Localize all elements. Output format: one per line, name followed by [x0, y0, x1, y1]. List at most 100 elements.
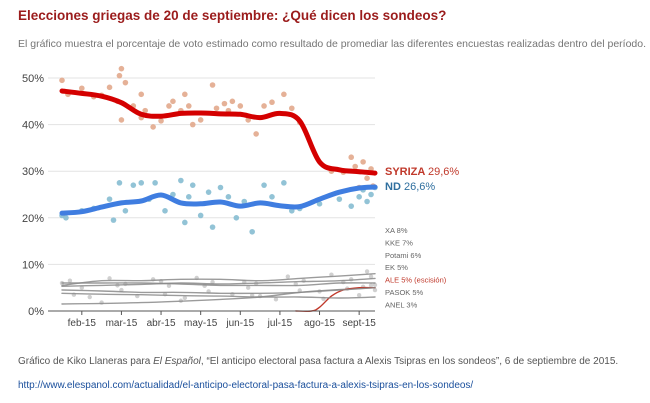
trend-line-pasok — [61, 287, 376, 295]
y-tick-label: 30% — [22, 166, 44, 178]
poll-point-syriza — [150, 124, 156, 130]
poll-point-syriza — [79, 85, 85, 92]
y-tick-label: 40% — [22, 120, 44, 132]
poll-point-syriza — [170, 98, 176, 105]
poll-point-syriza — [182, 91, 188, 98]
y-tick-label: 50% — [22, 73, 44, 85]
poll-point-nd — [336, 196, 343, 202]
poll-point-syriza — [138, 91, 145, 98]
poll-point-nd — [209, 224, 216, 230]
poll-point-nd — [110, 217, 117, 223]
poll-point-nd — [63, 215, 69, 221]
poll-point-nd — [189, 182, 196, 188]
series-label-pasok: PASOK 5% — [385, 288, 424, 297]
poll-point-nd — [249, 228, 255, 235]
trend-line-nd — [59, 184, 378, 216]
poll-point-potami — [246, 285, 251, 290]
poll-point-syriza — [281, 91, 287, 98]
poll-point-nd — [269, 194, 275, 200]
poll-point-nd — [205, 189, 212, 195]
axes: 0% 10% 20% 30% 40% 50% feb-15 mar-15 abr-15 may-1… — [22, 73, 376, 329]
poll-point-potami — [372, 282, 378, 288]
series-labels: SYRIZA 29,6% ND 26,6% XA 8% KKE 7% Potami 6%… — [385, 166, 459, 309]
poll-point-anel — [87, 294, 92, 300]
poll-point-pasok — [368, 283, 374, 288]
poll-points — [59, 65, 378, 305]
source-link[interactable]: http://www.elespanol.com/actualidad/el-a… — [18, 380, 474, 391]
poll-point-syriza — [158, 118, 164, 124]
poll-point-syriza — [106, 84, 113, 91]
poll-point-ek — [372, 287, 378, 293]
poll-point-nd — [261, 182, 267, 188]
poll-point-nd — [197, 212, 204, 219]
poll-point-nd — [356, 194, 362, 200]
x-tick-label: feb-15 — [68, 318, 97, 329]
poll-point-kke — [301, 278, 306, 283]
poll-point-syriza — [352, 163, 358, 170]
poll-point-syriza — [209, 82, 216, 88]
poll-point-syriza — [229, 98, 236, 105]
y-tick-label: 10% — [22, 259, 44, 271]
series-label-ek: EK 5% — [385, 263, 408, 272]
x-tick-label: may-15 — [184, 318, 218, 329]
poll-point-syriza — [116, 72, 123, 79]
poll-point-kke — [368, 274, 374, 279]
x-tick-label: mar-15 — [106, 318, 138, 329]
series-label-ale: ALE 5% (escisión) — [385, 276, 447, 285]
poll-point-nd — [185, 194, 192, 200]
poll-point-kke — [79, 285, 85, 290]
series-label-name: SYRIZA — [385, 166, 428, 178]
series-label-xa: XA 8% — [385, 226, 408, 235]
x-tick-label: sept-15 — [342, 318, 376, 329]
poll-point-syriza — [360, 159, 366, 165]
series-label-value: 29,6% — [428, 166, 459, 178]
poll-point-potami — [67, 278, 73, 283]
poll-point-nd — [281, 180, 287, 186]
poll-point-syriza — [261, 103, 267, 109]
poll-point-nd — [130, 182, 137, 188]
poll-point-nd — [138, 180, 145, 186]
poll-point-syriza — [253, 131, 259, 137]
trend-lines — [59, 88, 378, 312]
series-label-anel: ANEL 3% — [385, 300, 418, 309]
poll-point-syriza — [118, 117, 125, 123]
series-label-name: ND — [385, 181, 404, 193]
poll-point-syriza — [237, 103, 244, 109]
series-label-nd: ND 26,6% — [385, 181, 435, 193]
poll-point-syriza — [185, 103, 192, 109]
poll-point-xa — [364, 269, 370, 274]
poll-point-anel — [273, 297, 279, 302]
poll-point-nd — [241, 198, 248, 205]
poll-point-nd — [182, 219, 188, 226]
trend-line-kke — [61, 277, 376, 287]
poll-point-syriza — [189, 121, 196, 128]
poll-point-nd — [116, 180, 123, 186]
poll-point-nd — [368, 191, 374, 198]
trend-line-potami — [61, 282, 376, 287]
trend-line-syriza — [59, 88, 378, 176]
trend-line-anel — [61, 292, 376, 299]
series-label-potami: Potami 6% — [385, 251, 422, 260]
poll-point-syriza — [122, 79, 129, 86]
y-tick-label: 0% — [28, 306, 44, 318]
trend-line-xa — [61, 273, 376, 287]
series-label-syriza: SYRIZA 29,6% — [385, 166, 459, 178]
poll-point-nd — [122, 208, 129, 214]
caption-suffix: , “El anticipo electoral pasa factura a … — [200, 356, 619, 367]
poll-point-nd — [162, 208, 168, 214]
y-tick-label: 20% — [22, 213, 44, 225]
poll-point-xa — [329, 272, 334, 277]
poll-point-nd — [364, 198, 370, 205]
poll-point-nd — [170, 191, 176, 198]
grid-lines — [48, 77, 375, 265]
series-label-kke: KKE 7% — [385, 238, 413, 247]
caption-prefix: Gráfico de Kiko Llaneras para — [18, 356, 154, 367]
poll-point-syriza — [348, 154, 355, 161]
series-label-value: 26,6% — [404, 181, 435, 193]
x-tick-label: abr-15 — [147, 318, 176, 329]
chart-caption: Gráfico de Kiko Llaneras para El Español… — [18, 356, 618, 367]
chart-title: Elecciones griegas de 20 de septiembre: … — [18, 8, 447, 23]
poll-point-nd — [217, 184, 224, 191]
poll-point-nd — [233, 215, 240, 221]
poll-point-xa — [107, 276, 112, 281]
